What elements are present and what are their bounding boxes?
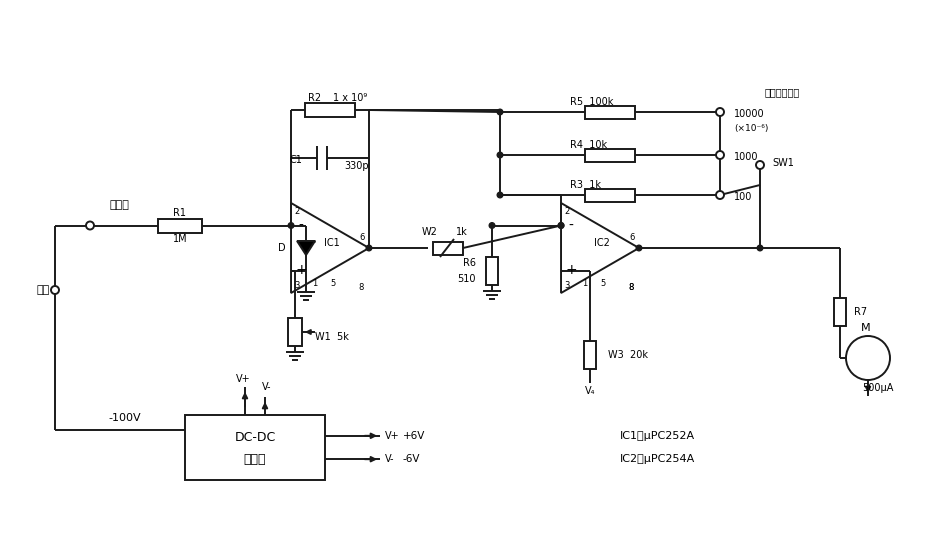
Circle shape: [489, 223, 494, 228]
Circle shape: [636, 245, 641, 251]
Bar: [583, 341, 595, 369]
Text: 测量范围转换: 测量范围转换: [764, 87, 799, 97]
Text: V-: V-: [262, 382, 271, 392]
Text: M: M: [860, 323, 870, 333]
Circle shape: [756, 245, 762, 251]
Text: +: +: [564, 264, 577, 278]
Text: -: -: [299, 218, 303, 232]
Text: R6: R6: [462, 258, 475, 267]
Text: R3  1k: R3 1k: [569, 180, 600, 190]
Bar: [184, 415, 325, 480]
Polygon shape: [291, 203, 369, 293]
Text: 1 x 10⁹: 1 x 10⁹: [332, 93, 367, 103]
Circle shape: [715, 108, 724, 116]
Text: C1: C1: [289, 155, 301, 165]
Text: 集电极: 集电极: [110, 201, 130, 210]
Bar: [584, 148, 635, 161]
Bar: [486, 257, 497, 285]
Text: -100V: -100V: [109, 413, 141, 423]
Text: -: -: [568, 218, 573, 232]
Bar: [158, 218, 202, 232]
Circle shape: [715, 191, 724, 199]
Text: V+: V+: [236, 374, 250, 384]
Text: IC1: IC1: [324, 238, 340, 248]
Text: R7: R7: [853, 307, 866, 317]
Text: 8: 8: [628, 284, 633, 293]
Text: 5: 5: [330, 279, 335, 287]
Text: 8: 8: [358, 284, 363, 293]
Circle shape: [845, 336, 889, 380]
Text: +6V: +6V: [402, 431, 425, 441]
Text: V-: V-: [385, 454, 394, 464]
Circle shape: [366, 245, 372, 251]
Text: 500μA: 500μA: [861, 383, 893, 393]
Text: 2: 2: [294, 207, 299, 216]
Bar: [584, 188, 635, 202]
Text: 喷嘴: 喷嘴: [37, 285, 50, 295]
Bar: [432, 242, 462, 254]
Circle shape: [497, 192, 503, 198]
Text: 1: 1: [312, 279, 317, 287]
Text: 1M: 1M: [172, 235, 187, 244]
Text: (×10⁻⁶): (×10⁻⁶): [733, 124, 768, 132]
Text: 1000: 1000: [733, 152, 757, 162]
Circle shape: [558, 223, 563, 228]
Text: 8: 8: [628, 284, 633, 293]
Text: 1: 1: [582, 279, 587, 287]
Text: 10000: 10000: [733, 109, 764, 119]
Circle shape: [715, 151, 724, 159]
Text: R1: R1: [173, 209, 186, 218]
Circle shape: [558, 223, 563, 228]
Text: R2: R2: [308, 93, 321, 103]
Text: IC2：μPC254A: IC2：μPC254A: [620, 454, 695, 464]
Text: W2: W2: [421, 227, 437, 237]
Text: 330p: 330p: [344, 161, 368, 171]
Bar: [305, 103, 355, 117]
Circle shape: [51, 286, 59, 294]
Circle shape: [86, 222, 94, 230]
Text: +: +: [295, 264, 306, 278]
Text: IC1：μPC252A: IC1：μPC252A: [620, 431, 695, 441]
Circle shape: [755, 161, 763, 169]
Text: 100: 100: [733, 192, 752, 202]
Text: R4  10k: R4 10k: [569, 140, 607, 150]
Bar: [584, 105, 635, 118]
Text: 3: 3: [294, 280, 300, 289]
Text: 3: 3: [563, 280, 569, 289]
Circle shape: [497, 152, 503, 158]
Text: D: D: [278, 243, 285, 253]
Polygon shape: [561, 203, 638, 293]
Text: R5  100k: R5 100k: [569, 97, 613, 107]
Text: -6V: -6V: [402, 454, 420, 464]
Text: 1k: 1k: [456, 227, 467, 237]
Circle shape: [288, 223, 294, 228]
Text: V₄: V₄: [584, 386, 594, 396]
Text: W3  20k: W3 20k: [607, 350, 648, 360]
Text: 2: 2: [563, 207, 569, 216]
Text: IC2: IC2: [593, 238, 609, 248]
Text: DC-DC: DC-DC: [234, 431, 275, 444]
Bar: [833, 298, 845, 326]
Text: 6: 6: [629, 233, 635, 243]
Text: 5: 5: [600, 279, 605, 287]
Circle shape: [497, 109, 503, 115]
Text: V+: V+: [385, 431, 399, 441]
Text: 510: 510: [457, 273, 475, 284]
Text: 6: 6: [359, 233, 365, 243]
Polygon shape: [297, 241, 314, 255]
Bar: [287, 318, 301, 346]
Text: W1  5k: W1 5k: [314, 332, 348, 342]
Text: SW1: SW1: [771, 158, 793, 168]
Text: 转换器: 转换器: [243, 453, 266, 466]
